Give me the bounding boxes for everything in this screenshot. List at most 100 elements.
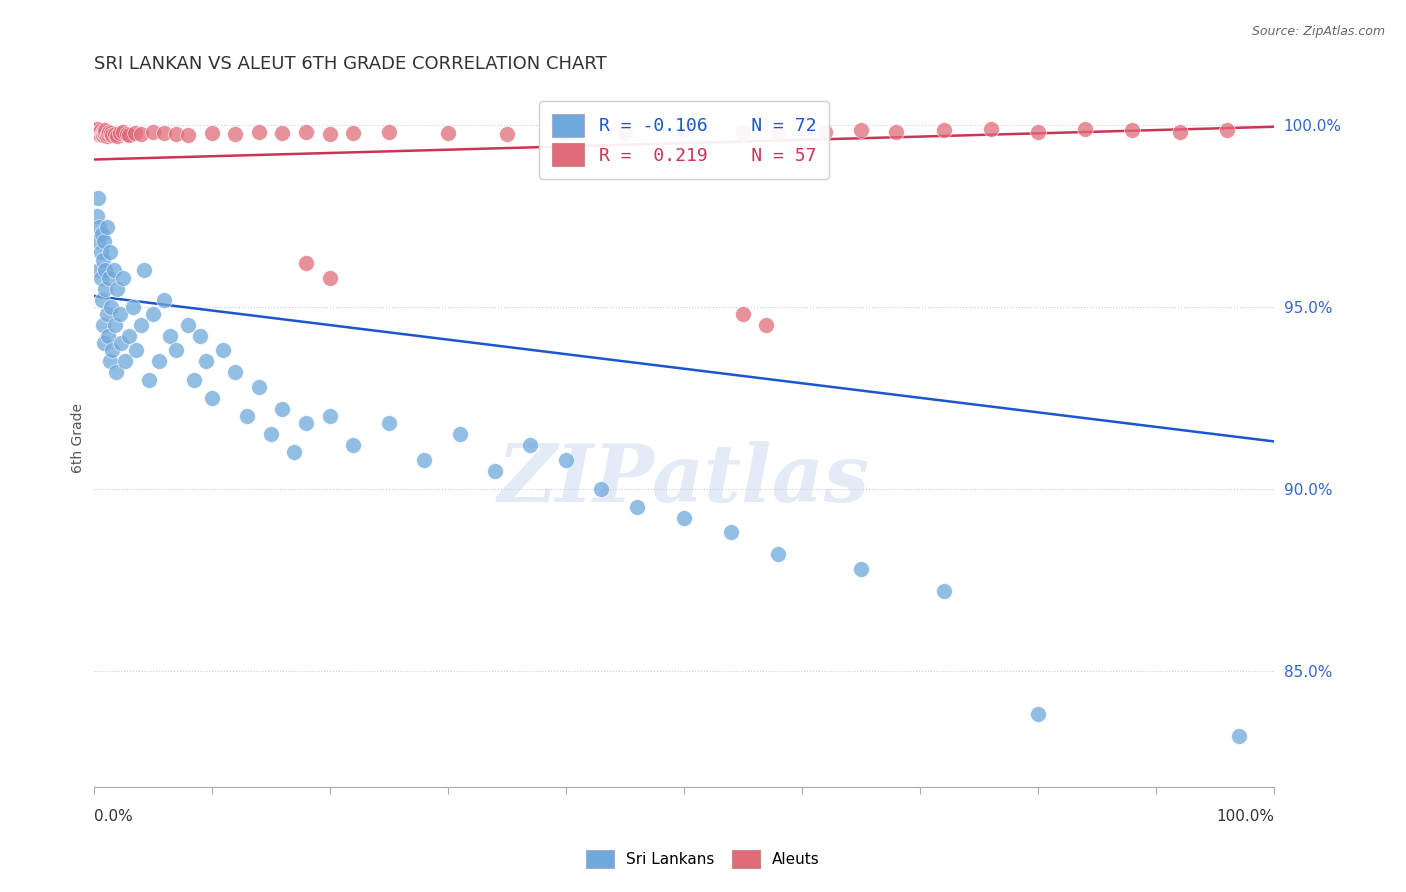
Point: [720, 525, 742, 540]
Point: [247, 380, 270, 394]
Point: [89, 124, 111, 138]
Point: [1074, 122, 1097, 136]
Point: [224, 127, 246, 141]
Point: [177, 128, 200, 143]
Text: 0.0%: 0.0%: [94, 809, 132, 824]
Point: [90, 123, 112, 137]
Point: [271, 126, 294, 140]
Point: [295, 416, 318, 430]
Point: [194, 354, 217, 368]
Point: [103, 263, 125, 277]
Point: [768, 126, 790, 140]
Point: [142, 307, 165, 321]
Point: [90, 227, 112, 241]
Point: [554, 452, 576, 467]
Point: [1026, 124, 1049, 138]
Point: [114, 354, 136, 368]
Point: [259, 427, 281, 442]
Point: [94, 127, 117, 141]
Point: [87, 122, 110, 136]
Point: [1026, 707, 1049, 722]
Point: [110, 336, 132, 351]
Point: [108, 307, 131, 321]
Point: [768, 547, 790, 561]
Point: [484, 464, 506, 478]
Point: [932, 583, 955, 598]
Point: [112, 125, 135, 139]
Point: [125, 343, 148, 358]
Point: [115, 127, 138, 141]
Point: [105, 128, 128, 143]
Point: [98, 245, 121, 260]
Point: [814, 124, 837, 138]
Point: [118, 128, 141, 143]
Point: [436, 126, 458, 140]
Legend: R = -0.106    N = 72, R =  0.219    N = 57: R = -0.106 N = 72, R = 0.219 N = 57: [538, 101, 828, 179]
Point: [177, 318, 200, 332]
Point: [90, 245, 112, 260]
Point: [318, 409, 340, 423]
Point: [342, 438, 364, 452]
Point: [90, 270, 112, 285]
Text: SRI LANKAN VS ALEUT 6TH GRADE CORRELATION CHART: SRI LANKAN VS ALEUT 6TH GRADE CORRELATIO…: [94, 55, 606, 73]
Point: [849, 562, 872, 576]
Point: [201, 126, 224, 140]
Point: [672, 123, 695, 137]
Point: [86, 125, 108, 139]
Point: [97, 329, 120, 343]
Point: [86, 123, 108, 137]
Text: ZIPatlas: ZIPatlas: [498, 441, 870, 518]
Point: [118, 329, 141, 343]
Point: [142, 125, 165, 139]
Point: [1227, 729, 1250, 743]
Point: [236, 409, 259, 423]
Point: [93, 235, 115, 249]
Point: [121, 300, 143, 314]
Point: [755, 318, 778, 332]
Point: [89, 263, 111, 277]
Point: [165, 343, 187, 358]
Point: [849, 123, 872, 137]
Point: [626, 500, 648, 514]
Point: [91, 318, 114, 332]
Point: [97, 270, 120, 285]
Point: [96, 219, 118, 234]
Point: [90, 293, 112, 307]
Point: [271, 401, 294, 416]
Point: [318, 270, 340, 285]
Point: [413, 452, 436, 467]
Point: [731, 125, 754, 139]
Text: 100.0%: 100.0%: [1216, 809, 1274, 824]
Point: [731, 307, 754, 321]
Point: [94, 282, 117, 296]
Point: [591, 482, 613, 496]
Point: [97, 125, 120, 139]
Y-axis label: 6th Grade: 6th Grade: [72, 403, 86, 473]
Point: [449, 427, 471, 442]
Point: [672, 511, 695, 525]
Point: [108, 126, 131, 140]
Point: [96, 307, 118, 321]
Point: [212, 343, 235, 358]
Point: [295, 256, 318, 270]
Point: [93, 336, 115, 351]
Point: [224, 365, 246, 379]
Text: Source: ZipAtlas.com: Source: ZipAtlas.com: [1251, 25, 1385, 38]
Point: [554, 125, 576, 139]
Point: [94, 263, 117, 277]
Point: [1121, 123, 1143, 137]
Point: [377, 416, 399, 430]
Point: [188, 329, 211, 343]
Point: [932, 123, 955, 137]
Point: [183, 373, 205, 387]
Point: [1168, 124, 1191, 138]
Point: [93, 126, 115, 140]
Point: [1216, 123, 1239, 137]
Point: [90, 127, 112, 141]
Point: [91, 252, 114, 267]
Point: [84, 121, 107, 136]
Point: [124, 126, 146, 140]
Point: [104, 318, 127, 332]
Point: [884, 125, 907, 139]
Point: [495, 127, 517, 141]
